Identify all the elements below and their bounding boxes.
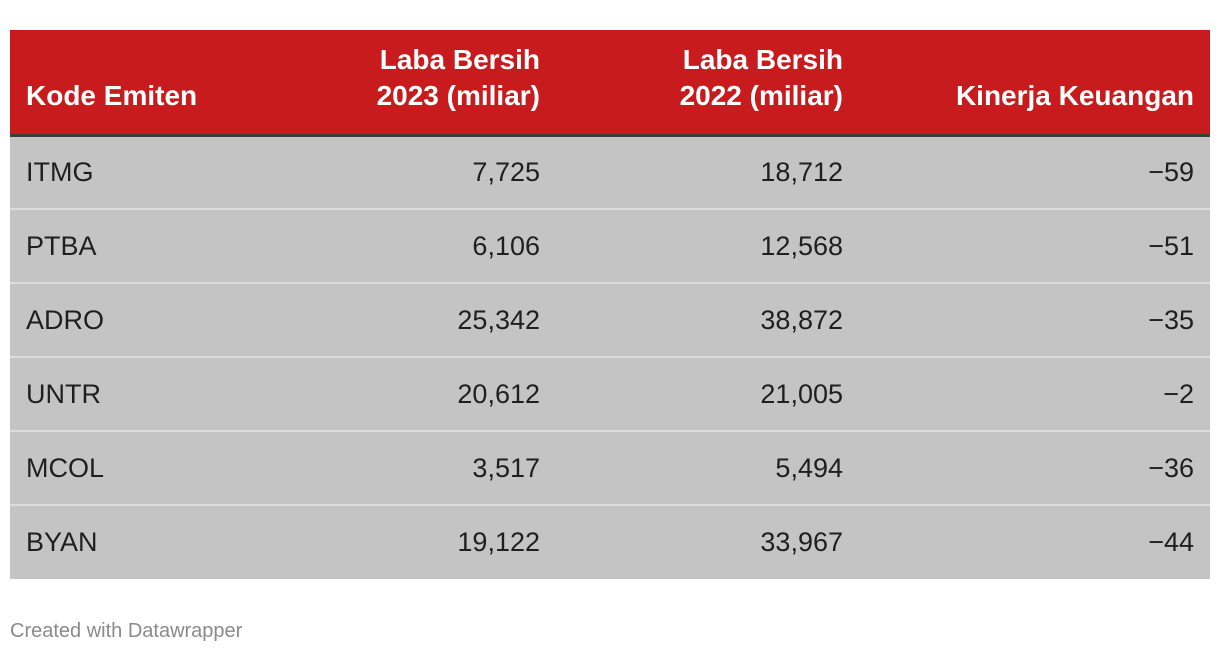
- cell-laba-2022: 33,967: [760, 527, 843, 557]
- data-table-container: Kode Emiten Laba Bersih 2023 (miliar) La…: [10, 30, 1210, 579]
- column-header-label: Kinerja Keuangan: [955, 79, 1194, 111]
- cell-kode-emiten: ADRO: [10, 283, 253, 358]
- cell-kinerja-keuangan: −59: [859, 135, 1210, 210]
- cell-laba-2023: 25,342: [253, 283, 556, 358]
- cell-laba-2023: 7,725: [253, 135, 556, 210]
- column-header-kinerja-keuangan[interactable]: Kinerja Keuangan: [859, 30, 1210, 137]
- cell-laba-2022: 38,872: [556, 283, 859, 358]
- table-row: ITMG 7,725 18,712 −59: [10, 135, 1210, 210]
- column-header-laba-2023[interactable]: Laba Bersih 2023 (miliar): [253, 30, 556, 137]
- column-header-label: Laba Bersih: [379, 43, 540, 75]
- cell-laba-2022: 18,712: [556, 135, 859, 210]
- cell-kinerja-keuangan: −36: [859, 431, 1210, 506]
- cell-kode-emiten: UNTR: [10, 357, 253, 432]
- cell-kode-emiten: ITMG: [10, 135, 253, 210]
- cell-kinerja-keuangan: −35: [859, 283, 1210, 358]
- cell-kinerja-keuangan: −2: [859, 357, 1210, 432]
- cell-kinerja-keuangan: −44: [1148, 527, 1194, 557]
- table-row: PTBA 6,106 12,568 −51: [10, 209, 1210, 284]
- cell-laba-2023: 19,122: [457, 527, 540, 557]
- cell-kode-emiten: PTBA: [10, 209, 253, 284]
- column-header-laba-2022[interactable]: Laba Bersih 2022 (miliar): [556, 30, 859, 137]
- cell-laba-2022: 12,568: [556, 209, 859, 284]
- cell-kode-emiten: BYAN: [26, 527, 98, 557]
- column-header-label: Laba Bersih: [682, 43, 843, 75]
- table-header: Kode Emiten Laba Bersih 2023 (miliar) La…: [10, 30, 1210, 137]
- cell-laba-2023: 3,517: [253, 431, 556, 506]
- cell-laba-2022: 21,005: [556, 357, 859, 432]
- table-body: ITMG 7,725 18,712 −59 PTBA 6,106 12,568 −51 ADRO…: [10, 135, 1210, 579]
- column-header-label: 2022 (miliar): [679, 79, 843, 111]
- table-row: UNTR 20,612 21,005 −2: [10, 357, 1210, 432]
- datawrapper-credit: Created with Datawrapper: [10, 620, 243, 642]
- column-header-label: 2023 (miliar): [376, 79, 540, 111]
- table-row: ADRO 25,342 38,872 −35: [10, 283, 1210, 358]
- table-row: MCOL 3,517 5,494 −36: [10, 431, 1210, 506]
- cell-laba-2023: 6,106: [253, 209, 556, 284]
- table-row: BYAN 19,122 33,967 −44: [10, 505, 1210, 579]
- cell-kode-emiten: MCOL: [10, 431, 253, 506]
- column-header-label: Kode Emiten: [26, 79, 198, 111]
- header-row: Kode Emiten Laba Bersih 2023 (miliar) La…: [10, 30, 1210, 137]
- cell-laba-2023: 20,612: [253, 357, 556, 432]
- cell-kinerja-keuangan: −51: [859, 209, 1210, 284]
- data-table: Kode Emiten Laba Bersih 2023 (miliar) La…: [10, 30, 1210, 579]
- cell-laba-2022: 5,494: [556, 431, 859, 506]
- column-header-kode-emiten[interactable]: Kode Emiten: [10, 30, 253, 137]
